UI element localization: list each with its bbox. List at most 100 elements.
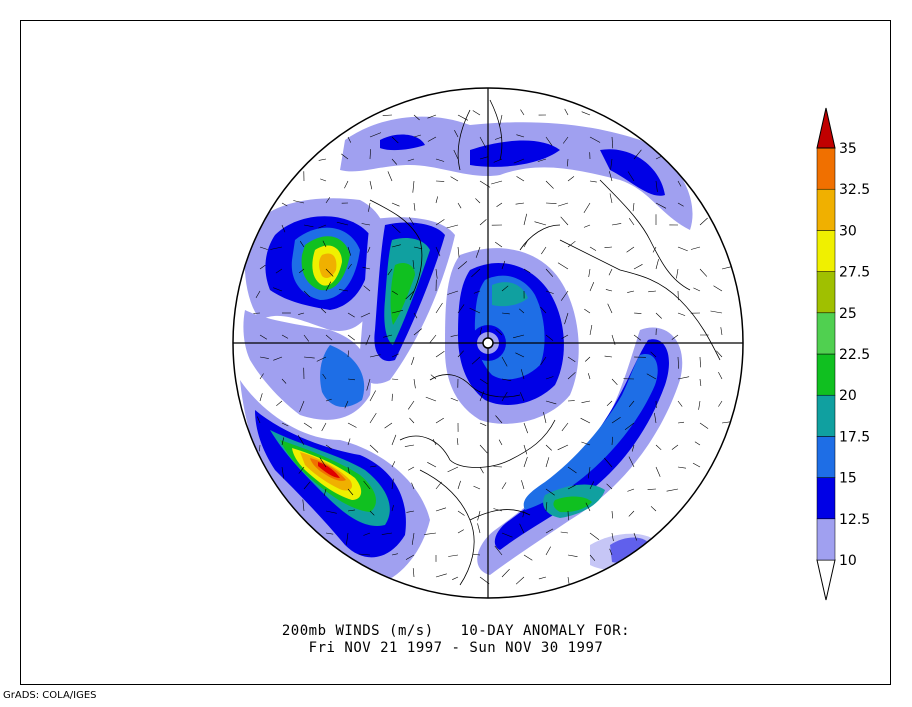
wind-vector	[435, 196, 438, 204]
wind-vector	[362, 266, 371, 270]
wind-vector	[322, 373, 327, 380]
wind-vector	[347, 263, 352, 270]
wind-vector	[409, 417, 415, 424]
wind-vector	[513, 334, 525, 339]
wind-vector	[519, 523, 525, 534]
wind-vector	[325, 197, 331, 204]
wind-vector	[557, 202, 569, 207]
wind-vector	[457, 261, 468, 270]
wind-vector	[584, 308, 591, 314]
wind-vector	[384, 422, 393, 429]
wind-vector	[325, 532, 334, 535]
wind-vector	[716, 350, 723, 358]
wind-vector	[538, 576, 547, 580]
wind-vector	[721, 266, 732, 270]
wind-vector	[369, 390, 376, 402]
colorbar-swatch	[816, 436, 836, 478]
wind-vector	[413, 378, 416, 389]
wind-vector	[523, 554, 533, 561]
wind-vector	[610, 158, 613, 170]
wind-vector	[447, 466, 459, 473]
wind-vector	[338, 289, 349, 292]
wind-vector	[407, 158, 415, 162]
colorbar-label: 10	[839, 553, 857, 569]
wind-vector	[475, 246, 481, 258]
wind-vector	[718, 371, 723, 380]
wind-vector	[381, 532, 393, 535]
wind-vector	[501, 356, 508, 367]
wind-vector	[589, 281, 595, 292]
wind-vector	[347, 438, 351, 446]
wind-vector	[435, 302, 443, 314]
wind-vector	[718, 400, 723, 407]
wind-vector	[457, 480, 461, 490]
wind-vector	[479, 391, 485, 402]
wind-vector	[494, 545, 503, 556]
wind-vector	[583, 224, 591, 228]
wind-vector	[325, 268, 334, 277]
wind-vector	[435, 158, 445, 162]
wind-vector	[584, 356, 591, 362]
wind-vector	[366, 378, 371, 391]
wind-vector	[259, 373, 264, 380]
wind-vector	[501, 285, 509, 292]
wind-vector	[632, 202, 635, 212]
wind-vector	[367, 246, 371, 253]
colorbar-label: 27.5	[839, 265, 870, 281]
wind-vector	[259, 246, 268, 250]
wind-vector	[391, 158, 398, 165]
wind-vector	[435, 573, 447, 578]
wind-vector	[369, 180, 373, 190]
wind-vector	[391, 461, 396, 468]
wind-vector	[281, 224, 286, 233]
wind-vector	[604, 246, 613, 248]
wind-vector	[322, 240, 327, 248]
wind-vector	[358, 553, 371, 556]
wind-vector	[646, 373, 657, 380]
wind-vector	[391, 353, 399, 358]
wind-vector	[472, 553, 481, 556]
wind-vector	[633, 532, 637, 541]
wind-vector	[325, 510, 337, 514]
wind-vector	[259, 334, 268, 340]
wind-vector	[318, 158, 327, 161]
wind-vector	[407, 400, 415, 410]
caption-title: 200mb WINDS (m/s) 10-DAY ANOMALY FOR:	[281, 623, 631, 639]
wind-vector	[435, 351, 445, 358]
wind-vector	[360, 312, 371, 318]
wind-vector	[273, 356, 283, 361]
wind-vector	[408, 466, 415, 471]
wind-vector	[589, 532, 600, 540]
wind-vector	[581, 441, 591, 446]
wind-vector	[325, 398, 332, 402]
wind-vector	[677, 312, 686, 316]
wind-vector	[475, 198, 481, 204]
wind-vector	[515, 352, 525, 358]
wind-vector	[677, 376, 690, 380]
wind-vector	[694, 441, 701, 446]
wind-vector	[611, 436, 613, 446]
colorbar-below-triangle	[816, 559, 836, 601]
wind-vector	[607, 303, 613, 314]
wind-vector	[412, 260, 415, 270]
wind-vector	[391, 505, 394, 512]
wind-vector	[611, 136, 614, 149]
wind-vector	[409, 217, 415, 226]
wind-vector	[387, 171, 393, 182]
wind-vector	[522, 510, 525, 518]
wind-vector	[477, 523, 481, 534]
wind-vector	[692, 462, 701, 468]
wind-vector	[369, 465, 377, 468]
wind-vector	[320, 178, 327, 182]
wind-vector	[491, 180, 503, 185]
wind-vector	[523, 456, 528, 468]
wind-vector	[520, 392, 525, 402]
wind-vector	[298, 466, 305, 474]
colorbar-label: 12.5	[839, 512, 870, 528]
wind-vector	[298, 312, 305, 315]
wind-vector	[413, 114, 420, 121]
wind-vector	[429, 334, 437, 344]
wind-vector	[404, 444, 415, 447]
wind-vector	[543, 412, 547, 424]
wind-vector	[477, 510, 481, 521]
